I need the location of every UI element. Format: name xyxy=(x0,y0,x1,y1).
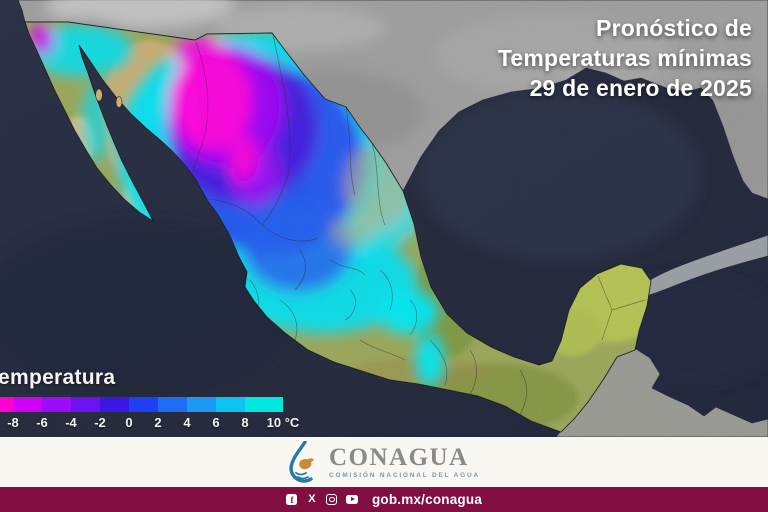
title-line-2: Temperaturas mínimas xyxy=(497,45,752,71)
brand-band: CONAGUA COMISIÓN NACIONAL DEL AGUA xyxy=(0,437,768,487)
mexico-temperature-map xyxy=(0,0,768,437)
colorbar-segment xyxy=(13,397,43,412)
colorbar-tick-label: 10 °C xyxy=(266,415,300,430)
facebook-icon[interactable]: f xyxy=(286,494,298,506)
colorbar-tick-label: -8 xyxy=(7,415,19,430)
title-line-1: Pronóstico de xyxy=(596,15,752,41)
colorbar-segment xyxy=(187,397,217,412)
x-icon[interactable]: X xyxy=(308,493,316,505)
colorbar-segment xyxy=(216,397,246,412)
map-title: Pronóstico de Temperaturas mínimas 29 de… xyxy=(498,13,752,103)
colorbar-segment xyxy=(158,397,188,412)
colorbar-tick-label: -6 xyxy=(36,415,48,430)
colorbar-tick-label: 6 xyxy=(212,415,220,430)
legend-label: emperatura xyxy=(0,366,116,389)
colorbar-tick-label: -4 xyxy=(65,415,77,430)
colorbar-tick-label: 8 xyxy=(241,415,249,430)
colorbar xyxy=(0,397,300,412)
water-drop-eagle-icon xyxy=(289,441,314,483)
instagram-icon[interactable] xyxy=(326,494,338,506)
title-line-3: 29 de enero de 2025 xyxy=(529,75,752,101)
colorbar-segment xyxy=(245,397,283,412)
colorbar-segment xyxy=(0,397,14,412)
colorbar-ticks: -8 -6 -4 -2 0 2 4 6 8 10 °C xyxy=(0,415,320,430)
colorbar-segment xyxy=(42,397,72,412)
gob-mx-link[interactable]: gob.mx/conagua xyxy=(371,492,483,507)
conagua-wordmark: CONAGUA xyxy=(328,443,469,471)
colorbar-segment xyxy=(100,397,130,412)
colorbar-tick-label: 0 xyxy=(125,415,133,430)
colorbar-segment xyxy=(71,397,101,412)
conagua-logo: CONAGUA COMISIÓN NACIONAL DEL AGUA xyxy=(288,441,480,483)
footer: f X gob.mx/conagua xyxy=(0,487,768,512)
youtube-icon[interactable] xyxy=(345,494,358,506)
colorbar-tick-label: 4 xyxy=(183,415,191,430)
colorbar-tick-label: 2 xyxy=(154,415,162,430)
conagua-subtitle: COMISIÓN NACIONAL DEL AGUA xyxy=(328,471,481,479)
colorbar-segment xyxy=(129,397,159,412)
colorbar-tick-label: -2 xyxy=(94,415,106,430)
